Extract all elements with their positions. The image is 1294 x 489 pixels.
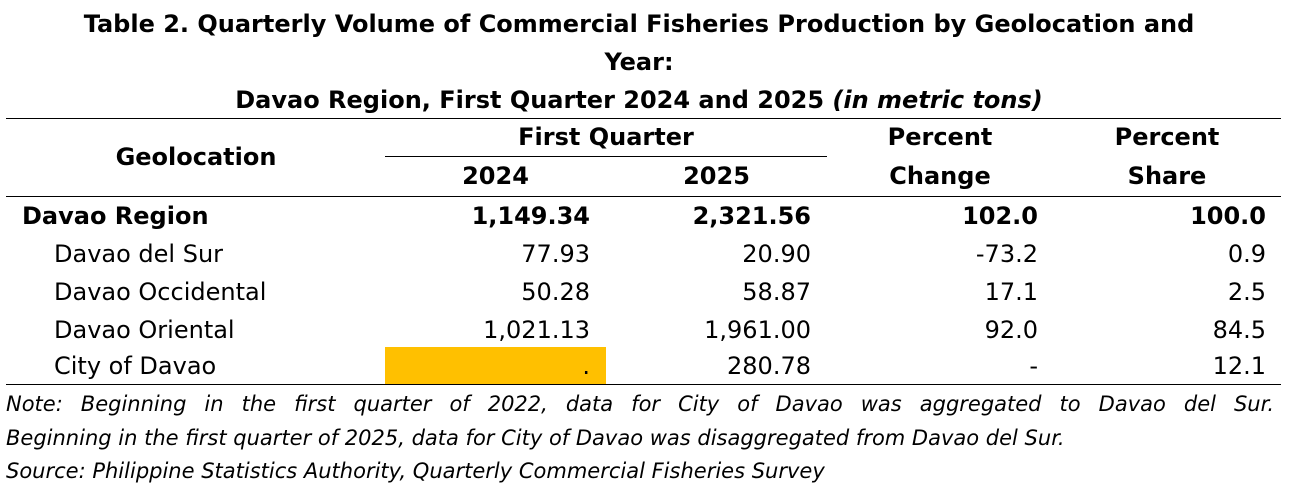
row-city-of-davao-geolocation: City of Davao xyxy=(54,352,217,380)
header-bottom-rule xyxy=(6,196,1281,197)
row-region-percent-share: 100.0 xyxy=(1190,202,1266,230)
row-davao-oriental-2025: 1,961.00 xyxy=(704,316,811,344)
row-davao-oriental-percent-change: 92.0 xyxy=(984,316,1038,344)
header-percent-change-line-1: Percent xyxy=(887,123,993,151)
header-year-2024: 2024 xyxy=(462,162,529,190)
row-davao-occidental-geolocation: Davao Occidental xyxy=(54,278,267,306)
table-title-unit: (in metric tons) xyxy=(832,86,1043,114)
header-percent-share-line-2: Share xyxy=(1127,162,1207,190)
row-region-2025: 2,321.56 xyxy=(692,202,811,230)
table-bottom-rule xyxy=(6,384,1281,385)
row-region-percent-change: 102.0 xyxy=(962,202,1038,230)
row-city-of-davao-2024: . xyxy=(582,352,590,380)
row-city-of-davao-percent-share: 12.1 xyxy=(1212,352,1266,380)
row-davao-occidental-percent-change: 17.1 xyxy=(984,278,1038,306)
row-davao-occidental-2025: 58.87 xyxy=(742,278,811,306)
row-davao-oriental-2024: 1,021.13 xyxy=(483,316,590,344)
row-davao-occidental-2024: 50.28 xyxy=(521,278,590,306)
row-city-of-davao-percent-change: - xyxy=(1029,352,1038,380)
table-top-rule xyxy=(6,118,1281,119)
note-line-2: Beginning in the first quarter of 2025, … xyxy=(6,426,1065,450)
source-note: Source: Philippine Statistics Authority,… xyxy=(6,459,825,483)
row-davao-occidental-percent-share: 2.5 xyxy=(1227,278,1266,306)
row-davao-del-sur-2025: 20.90 xyxy=(742,240,811,268)
note-line-1: Note: Beginning in the first quarter of … xyxy=(6,392,1274,416)
header-geolocation: Geolocation xyxy=(115,143,277,171)
header-percent-share-line-1: Percent xyxy=(1114,123,1220,151)
row-region-2024: 1,149.34 xyxy=(471,202,590,230)
table-title-region: Davao Region, First Quarter 2024 and 202… xyxy=(235,86,833,114)
highlighted-cell-city-of-davao-2024 xyxy=(385,347,606,384)
row-region-geolocation: Davao Region xyxy=(22,202,209,230)
header-year-2025: 2025 xyxy=(683,162,750,190)
first-quarter-underline xyxy=(385,156,827,157)
table-title-line-1: Table 2. Quarterly Volume of Commercial … xyxy=(83,10,1195,38)
row-davao-oriental-geolocation: Davao Oriental xyxy=(54,316,235,344)
row-davao-del-sur-2024: 77.93 xyxy=(521,240,590,268)
header-percent-change-line-2: Change xyxy=(889,162,991,190)
row-davao-del-sur-percent-change: -73.2 xyxy=(975,240,1038,268)
row-davao-del-sur-percent-share: 0.9 xyxy=(1227,240,1266,268)
table-title-line-3: Davao Region, First Quarter 2024 and 202… xyxy=(0,81,1278,119)
table-title-line-2: Year: xyxy=(604,48,674,76)
row-davao-oriental-percent-share: 84.5 xyxy=(1212,316,1266,344)
header-first-quarter: First Quarter xyxy=(518,123,694,151)
row-city-of-davao-2025: 280.78 xyxy=(727,352,811,380)
row-davao-del-sur-geolocation: Davao del Sur xyxy=(54,240,224,268)
